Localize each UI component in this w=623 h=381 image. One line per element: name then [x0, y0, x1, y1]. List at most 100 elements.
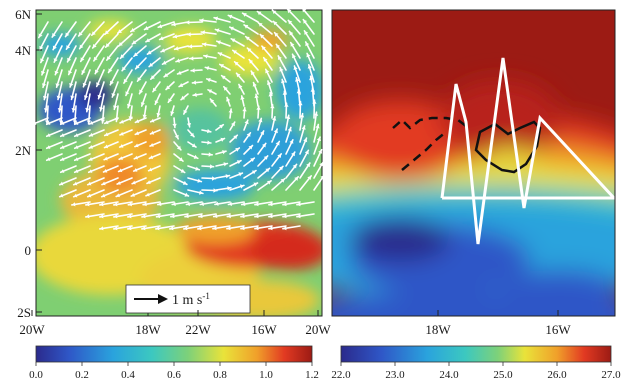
vector-arrowhead-icon — [85, 202, 90, 207]
vector-arrowhead-icon — [142, 114, 147, 119]
vector-arrowhead-icon — [294, 176, 299, 181]
scale-arrow-label: 1 m s-1 — [172, 291, 210, 308]
vector-arrowhead-icon — [113, 226, 118, 231]
vector-arrowhead-icon — [82, 82, 87, 87]
vector-arrowhead-icon — [254, 214, 259, 219]
vector-arrowhead-icon — [74, 169, 79, 173]
vector-arrowhead-icon — [275, 141, 280, 146]
vector-arrowhead-icon — [270, 104, 275, 109]
vector-arrowhead-icon — [193, 154, 198, 159]
vector-arrowhead-icon — [118, 42, 123, 46]
vector-arrowhead-icon — [213, 188, 217, 193]
vector-arrowhead-icon — [131, 193, 135, 197]
y-tick-label: 0 — [25, 243, 32, 258]
vector-arrowhead-icon — [135, 64, 140, 69]
y-tick-label: 2N — [15, 143, 32, 158]
vector-arrowhead-icon — [207, 128, 211, 134]
vector-arrowhead-icon — [71, 202, 76, 207]
vector-arrowhead-icon — [302, 8, 307, 13]
vector-arrowhead-icon — [307, 175, 312, 180]
vector-arrowhead-icon — [60, 133, 65, 137]
vector-arrowhead-icon — [279, 67, 284, 72]
vector-arrowhead-icon — [208, 152, 213, 157]
vector-arrowhead-icon — [52, 33, 56, 38]
vector-arrowhead-icon — [143, 202, 147, 207]
vector-arrowhead-icon — [89, 132, 94, 137]
vector-arrowhead-icon — [254, 94, 259, 99]
vector-arrowhead-icon — [134, 155, 139, 160]
vector-arrowhead-icon — [278, 55, 282, 60]
vector-arrowhead-icon — [320, 175, 325, 180]
vector-arrowhead-icon — [263, 155, 268, 160]
vector-arrowhead-icon — [192, 80, 197, 85]
vector-arrowhead-icon — [268, 226, 273, 231]
vector-arrowhead-icon — [120, 131, 124, 136]
vector-arrowhead-icon — [268, 214, 273, 219]
vector-arrowhead-icon — [260, 34, 265, 39]
vector-arrowhead-icon — [183, 226, 188, 231]
vector-arrowhead-icon — [120, 54, 125, 59]
vector-arrowhead-icon — [104, 156, 108, 161]
vector-arrowhead-icon — [210, 99, 215, 104]
left-map-panel: 6N 4N 2N 0 2S 22W 20W 18W 16W 1 m s-1 0.0 0.2 0.4… — [15, 7, 326, 381]
vector-arrowhead-icon — [74, 145, 79, 149]
vector-arrowhead-icon — [161, 48, 166, 53]
colorbar-tick-label: 26.0 — [547, 369, 567, 381]
vector-arrowhead-icon — [292, 164, 297, 169]
vector-arrowhead-icon — [80, 57, 85, 62]
vector-arrowhead-icon — [73, 193, 78, 198]
vector-arrowhead-icon — [193, 92, 197, 97]
vector-arrowhead-icon — [296, 89, 301, 94]
vector-arrowhead-icon — [128, 202, 132, 207]
vector-arrowhead-icon — [46, 145, 51, 149]
vector-arrowhead-icon — [231, 122, 235, 127]
left-y-axis: 6N 4N 2N 0 2S — [15, 7, 42, 320]
right-map-panel: 22W 20W 18W 16W 22.0 23.0 24.0 25.0 26.0 27.0 — [185, 9, 621, 381]
vector-arrowhead-icon — [181, 95, 186, 100]
vector-arrowhead-icon — [228, 14, 233, 19]
vector-arrowhead-icon — [281, 79, 286, 84]
vector-arrowhead-icon — [60, 169, 65, 173]
vector-arrowhead-icon — [253, 182, 258, 187]
right-colorbar-bar — [340, 345, 612, 363]
vector-arrowhead-icon — [268, 202, 273, 207]
vector-arrowhead-icon — [289, 31, 294, 36]
vector-arrowhead-icon — [176, 145, 181, 150]
vector-arrowhead-icon — [235, 148, 240, 152]
x-tick-label: 16W — [251, 322, 277, 337]
vector-arrowhead-icon — [227, 214, 231, 219]
vector-arrowhead-icon — [85, 107, 90, 112]
x-tick-label: 20W — [19, 322, 45, 337]
vector-arrowhead-icon — [149, 62, 154, 67]
vector-arrowhead-icon — [106, 56, 111, 61]
vector-arrowhead-icon — [46, 157, 51, 161]
vector-arrowhead-icon — [89, 120, 94, 125]
vector-arrowhead-icon — [101, 193, 106, 198]
vector-arrowhead-icon — [111, 93, 116, 98]
vector-arrowhead-icon — [247, 48, 252, 53]
vector-arrowhead-icon — [41, 83, 47, 88]
x-tick-label: 22W — [185, 322, 211, 337]
vector-arrowhead-icon — [186, 123, 192, 127]
vector-arrowhead-icon — [67, 57, 72, 62]
vector-arrowhead-icon — [189, 56, 194, 61]
vector-arrowhead-icon — [99, 226, 104, 231]
scale-arrow-head-icon — [158, 294, 168, 304]
vector-arrowhead-icon — [177, 70, 182, 75]
vector-arrowhead-icon — [248, 145, 253, 150]
vector-arrowhead-icon — [263, 57, 268, 62]
vector-arrowhead-icon — [241, 202, 246, 207]
vector-arrowhead-icon — [223, 162, 228, 167]
vector-arrowhead-icon — [258, 118, 263, 123]
vector-arrowhead-icon — [113, 202, 118, 207]
vector-arrowhead-icon — [236, 160, 241, 165]
vector-arrowhead-icon — [225, 174, 230, 179]
vector-arrowhead-icon — [195, 166, 200, 171]
vector-arrowhead-icon — [265, 168, 270, 173]
vector-arrowhead-icon — [92, 43, 97, 48]
colorbar-tick-label: 27.0 — [601, 369, 621, 381]
vector-arrowhead-icon — [68, 70, 73, 75]
vector-arrowhead-icon — [203, 54, 208, 59]
vector-arrowhead-icon — [207, 140, 211, 145]
vector-arrowhead-icon — [265, 69, 270, 74]
